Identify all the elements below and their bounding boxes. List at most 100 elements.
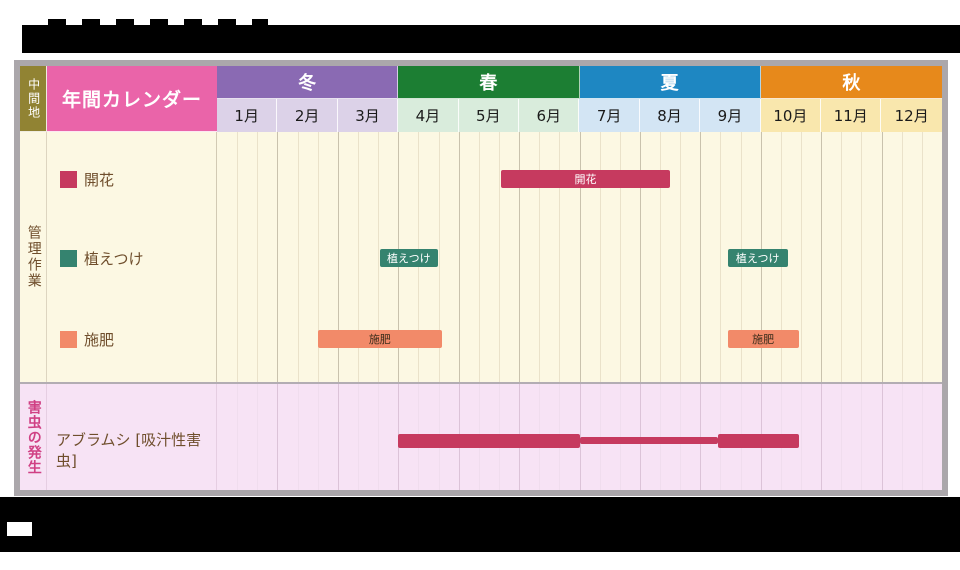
- gridline: [559, 132, 561, 382]
- legend-label: 施肥: [84, 330, 115, 349]
- section-divider: [20, 382, 942, 384]
- month-header: 4月: [398, 99, 459, 132]
- pests-section-label: 害虫の発生: [25, 399, 42, 475]
- planting-bar: 植えつけ: [727, 249, 788, 267]
- gridline: [277, 384, 279, 490]
- gridline: [841, 132, 843, 382]
- flowering-bar: 開花: [500, 170, 671, 188]
- gridline: [317, 384, 319, 490]
- season-header: 秋: [760, 66, 942, 99]
- pest-bar-high: [718, 434, 799, 448]
- gridline: [378, 132, 380, 382]
- pest-bar-high: [398, 434, 580, 448]
- legend-item-fertilizing: 施肥: [60, 330, 115, 349]
- tasks-timeline: 開花植えつけ 植えつけ施肥 施肥: [217, 132, 942, 382]
- gridline: [639, 132, 641, 382]
- gridline: [619, 132, 621, 382]
- gridline: [257, 132, 259, 382]
- gridline: [861, 132, 863, 382]
- month-header: 3月: [337, 99, 399, 132]
- seasons-row: 冬春夏秋: [217, 66, 942, 99]
- tasks-section-label-cell: 管理作業: [20, 132, 47, 382]
- gridline: [337, 384, 339, 490]
- gridline: [357, 384, 359, 490]
- tasks-legend: 開花 植えつけ 施肥: [47, 132, 217, 382]
- gridline: [700, 132, 702, 382]
- gridline: [660, 132, 662, 382]
- legend-item-flowering: 開花: [60, 170, 115, 189]
- gridline: [317, 132, 319, 382]
- gridline: [458, 132, 460, 382]
- legend-label: 植えつけ: [84, 249, 144, 268]
- pest-bar-low: [579, 437, 719, 444]
- gridline: [901, 132, 903, 382]
- fertilizing-bar: 施肥: [317, 330, 442, 348]
- pests-timeline: [217, 384, 942, 490]
- redacted-title-bar: [22, 25, 960, 53]
- legend-label: 開花: [84, 170, 115, 189]
- gridline: [378, 384, 380, 490]
- redacted-caption-bar: [0, 497, 960, 552]
- gridline: [357, 132, 359, 382]
- planting-bar: 植えつけ: [380, 249, 438, 267]
- season-header: 冬: [217, 66, 399, 99]
- gridline: [539, 132, 541, 382]
- month-header: 9月: [700, 99, 761, 132]
- gridline: [237, 384, 239, 490]
- gridline: [277, 132, 279, 382]
- month-header: 2月: [277, 99, 338, 132]
- gridline: [237, 132, 239, 382]
- months-row: 1月 2月 3月 4月 5月 6月 7月 8月 9月 10月 11月 12月: [217, 99, 942, 132]
- fertilizing-legend-swatch: [60, 330, 77, 348]
- gridline: [498, 132, 500, 382]
- legend-item-planting: 植えつけ: [60, 249, 144, 268]
- gridline: [478, 132, 480, 382]
- redacted-title-fragments: [48, 19, 268, 26]
- season-header: 夏: [579, 66, 761, 99]
- month-header: 7月: [579, 99, 640, 132]
- gridline: [438, 132, 440, 382]
- pest-row-label: アブラムシ [吸汁性害虫]: [47, 384, 217, 490]
- caption-notch: [7, 522, 32, 536]
- region-label: 中間地: [26, 77, 41, 120]
- gridline: [821, 132, 823, 382]
- month-header: 8月: [639, 99, 701, 132]
- tasks-section-label: 管理作業: [25, 225, 42, 289]
- calendar-grid: 中間地 年間カレンダー 冬春夏秋 1月 2月 3月 4月 5月 6月 7月 8月 9月 10月 11…: [20, 66, 942, 490]
- gridline: [337, 132, 339, 382]
- gridline: [921, 384, 923, 490]
- gridline: [579, 132, 581, 382]
- gridline: [901, 384, 903, 490]
- gridline: [680, 132, 682, 382]
- gridline: [841, 384, 843, 490]
- fertilizing-bar: 施肥: [727, 330, 799, 348]
- annual-calendar-table: 中間地 年間カレンダー 冬春夏秋 1月 2月 3月 4月 5月 6月 7月 8月 9月 10月 11…: [14, 60, 948, 496]
- pests-section-label-cell: 害虫の発生: [20, 384, 47, 490]
- gridline: [720, 132, 722, 382]
- month-header: 10月: [760, 99, 822, 132]
- gridline: [921, 132, 923, 382]
- gridline: [297, 384, 299, 490]
- month-header: 1月: [217, 99, 278, 132]
- gridline: [599, 132, 601, 382]
- calendar-title-cell: 年間カレンダー: [47, 66, 217, 132]
- gridline: [297, 132, 299, 382]
- gridline: [861, 384, 863, 490]
- planting-legend-swatch: [60, 249, 77, 267]
- gridline: [801, 132, 803, 382]
- month-header: 6月: [519, 99, 580, 132]
- season-header: 春: [398, 66, 580, 99]
- flowering-legend-swatch: [60, 170, 77, 188]
- region-header-cell: 中間地: [20, 66, 47, 132]
- gridline: [821, 384, 823, 490]
- gridline: [801, 384, 803, 490]
- gridline: [881, 132, 883, 382]
- month-header: 5月: [458, 99, 520, 132]
- gridline: [257, 384, 259, 490]
- month-header: 12月: [881, 99, 942, 132]
- gridline: [881, 384, 883, 490]
- gridline: [519, 132, 521, 382]
- calendar-title: 年間カレンダー: [61, 89, 202, 111]
- month-header: 11月: [821, 99, 882, 132]
